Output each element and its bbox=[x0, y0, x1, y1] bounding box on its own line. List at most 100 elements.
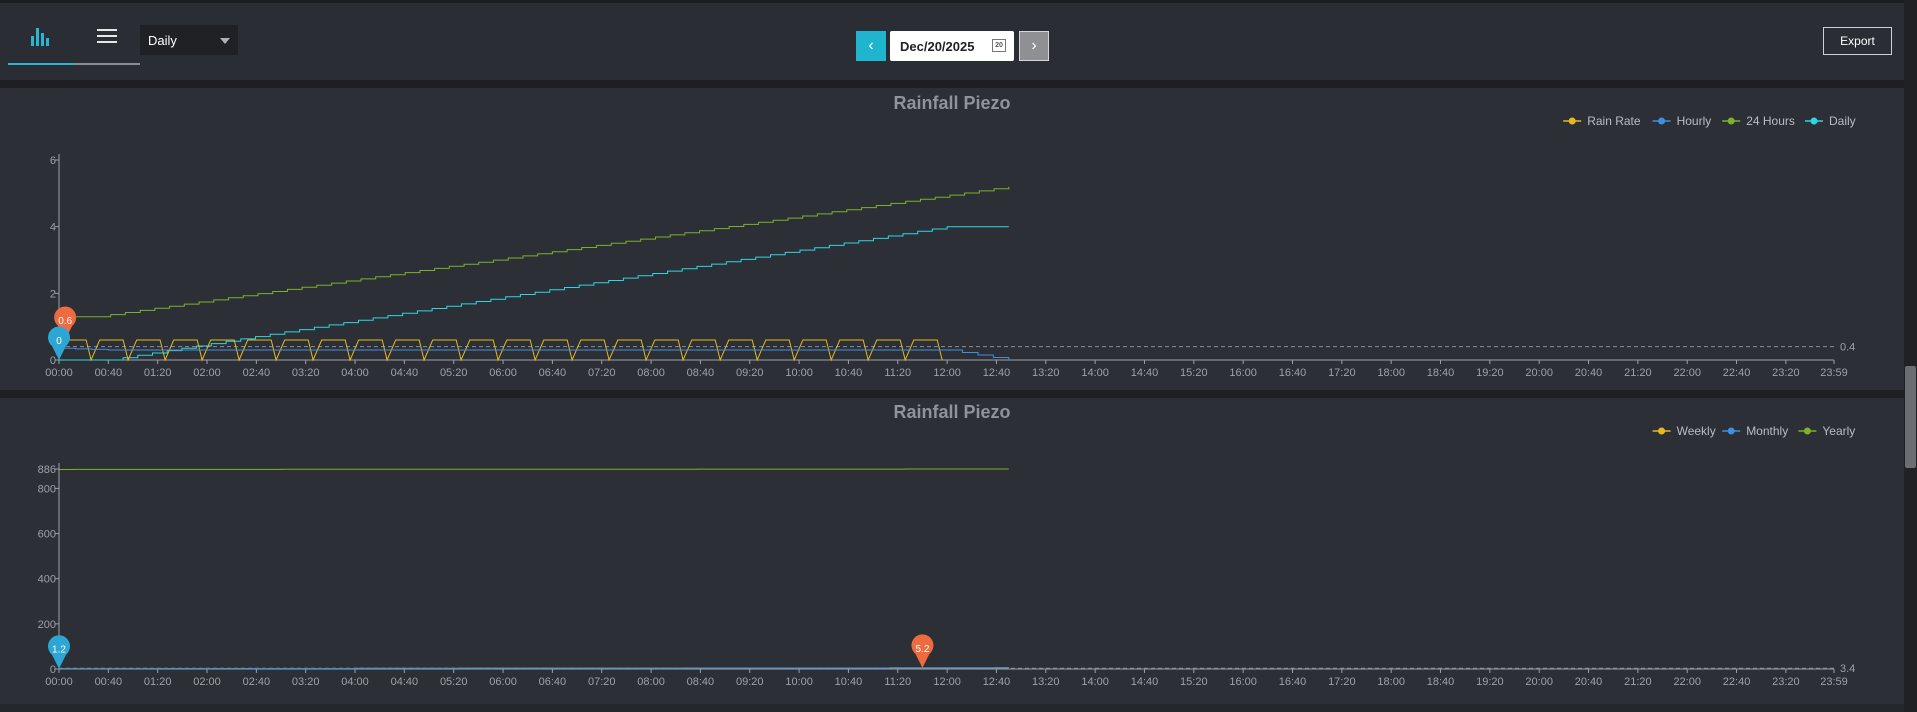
x-tick-label: 13:20 bbox=[1032, 367, 1060, 379]
x-tick-label: 18:00 bbox=[1377, 367, 1405, 379]
x-tick-label: 16:00 bbox=[1229, 367, 1257, 379]
x-tick-label: 12:00 bbox=[933, 367, 961, 379]
y-tick-label: 200 bbox=[38, 619, 56, 631]
x-tick-label: 02:40 bbox=[243, 676, 271, 688]
x-tick-label: 04:40 bbox=[391, 367, 419, 379]
x-tick-label: 03:20 bbox=[292, 676, 320, 688]
marker-pin bbox=[911, 634, 934, 668]
marker-pin bbox=[48, 326, 70, 360]
y-tick-label: 0 bbox=[50, 355, 56, 367]
toolbar: Daily ‹ Dec/20/2025 20 › Export bbox=[0, 0, 1917, 80]
legend-label: 24 Hours bbox=[1746, 114, 1795, 128]
x-tick-label: 16:40 bbox=[1279, 676, 1307, 688]
x-tick-label: 08:40 bbox=[687, 367, 715, 379]
scrollbar-thumb[interactable] bbox=[1905, 366, 1916, 468]
series-line-rain-rate bbox=[58, 339, 943, 362]
legend-label: Daily bbox=[1829, 114, 1856, 128]
x-tick-label: 07:20 bbox=[588, 676, 616, 688]
x-tick-label: 14:00 bbox=[1081, 367, 1109, 379]
x-tick-label: 04:00 bbox=[341, 676, 369, 688]
x-tick-label: 08:00 bbox=[637, 367, 665, 379]
chart-panel-accumulation: Rainfall Piezo 0 200 400 600 800 886 00:00 00:40… bbox=[0, 398, 1904, 704]
x-tick-label: 09:20 bbox=[736, 367, 764, 379]
calendar-icon[interactable]: 20 bbox=[992, 39, 1006, 52]
menu-icon bbox=[97, 29, 117, 43]
series-line-daily bbox=[59, 226, 1009, 361]
date-value: Dec/20/2025 bbox=[900, 38, 975, 54]
x-tick-label: 01:20 bbox=[144, 367, 172, 379]
y-tick-label: 800 bbox=[38, 483, 56, 495]
x-tick-label: 19:20 bbox=[1476, 676, 1504, 688]
x-tick-label: 20:40 bbox=[1575, 676, 1603, 688]
x-tick-label: 23:20 bbox=[1772, 676, 1800, 688]
legend-dot bbox=[1658, 117, 1666, 125]
accumulation-chart: Rainfall Piezo 0 200 400 600 800 886 00:00 00:40… bbox=[38, 402, 1856, 688]
x-tick-label: 01:20 bbox=[144, 676, 172, 688]
x-tick-label: 22:40 bbox=[1723, 676, 1751, 688]
x-tick-label: 18:00 bbox=[1377, 676, 1405, 688]
x-tick-label: 00:00 bbox=[45, 676, 73, 688]
x-tick-label: 06:00 bbox=[489, 367, 517, 379]
reference-line-label: 3.4 bbox=[1840, 663, 1855, 675]
x-tick-label: 20:00 bbox=[1525, 367, 1553, 379]
date-picker[interactable]: Dec/20/2025 20 bbox=[890, 31, 1014, 61]
x-tick-label: 17:20 bbox=[1328, 367, 1356, 379]
x-tick-label: 22:40 bbox=[1723, 367, 1751, 379]
x-tick-label: 11:20 bbox=[884, 676, 911, 688]
x-tick-label: 16:00 bbox=[1229, 676, 1257, 688]
chevron-down-icon bbox=[220, 38, 230, 44]
x-tick-label: 02:40 bbox=[243, 367, 271, 379]
y-tick-label: 886 bbox=[38, 464, 56, 476]
x-tick-label: 00:00 bbox=[45, 367, 73, 379]
export-button[interactable]: Export bbox=[1823, 27, 1892, 55]
chart-title: Rainfall Piezo bbox=[893, 93, 1010, 113]
x-tick-label: 23:59 bbox=[1820, 367, 1848, 379]
legend-label: Hourly bbox=[1677, 114, 1712, 128]
x-tick-label: 11:20 bbox=[884, 367, 911, 379]
chevron-right-icon: › bbox=[1031, 37, 1037, 54]
y-tick-label: 6 bbox=[50, 155, 56, 167]
y-tick-label: 4 bbox=[50, 222, 56, 234]
marker-pin bbox=[54, 306, 77, 340]
x-tick-label: 10:00 bbox=[785, 367, 813, 379]
legend-dot bbox=[1658, 427, 1666, 435]
divider bbox=[0, 390, 1904, 398]
x-tick-label: 02:00 bbox=[193, 676, 221, 688]
x-tick-label: 10:40 bbox=[835, 367, 863, 379]
legend-dot bbox=[1727, 117, 1735, 125]
x-tick-label: 05:20 bbox=[440, 367, 468, 379]
scrollbar-track[interactable] bbox=[1904, 0, 1917, 712]
x-tick-label: 04:00 bbox=[341, 367, 369, 379]
period-select[interactable]: Daily bbox=[140, 25, 238, 55]
chart-view-button[interactable] bbox=[8, 9, 74, 65]
x-tick-label: 17:20 bbox=[1328, 676, 1356, 688]
legend-label: Rain Rate bbox=[1587, 114, 1641, 128]
x-tick-label: 22:00 bbox=[1673, 676, 1701, 688]
x-tick-label: 12:00 bbox=[933, 676, 961, 688]
legend-label: Yearly bbox=[1822, 424, 1855, 438]
next-date-button[interactable]: › bbox=[1019, 31, 1049, 61]
x-tick-label: 22:00 bbox=[1673, 367, 1701, 379]
x-tick-label: 00:40 bbox=[95, 367, 123, 379]
x-tick-label: 12:40 bbox=[983, 676, 1011, 688]
list-view-button[interactable] bbox=[74, 9, 140, 65]
x-tick-label: 15:20 bbox=[1180, 676, 1208, 688]
x-tick-label: 19:20 bbox=[1476, 367, 1504, 379]
legend-label: Weekly bbox=[1677, 424, 1716, 438]
previous-date-button[interactable]: ‹ bbox=[856, 31, 886, 61]
legend-label: Monthly bbox=[1746, 424, 1788, 438]
x-tick-label: 04:40 bbox=[391, 676, 419, 688]
x-tick-label: 20:00 bbox=[1525, 676, 1553, 688]
legend-dot bbox=[1803, 427, 1811, 435]
y-tick-label: 600 bbox=[38, 529, 56, 541]
x-tick-label: 10:40 bbox=[835, 676, 863, 688]
marker-label: 5.2 bbox=[915, 644, 929, 655]
chart-title: Rainfall Piezo bbox=[893, 402, 1010, 422]
series-line-hourly bbox=[59, 347, 1010, 360]
chart-panel-rainfall: Rainfall Piezo 0 2 4 6 00:00 00:40 01:20 02:00 02… bbox=[0, 88, 1904, 390]
x-tick-label: 12:40 bbox=[983, 367, 1011, 379]
x-tick-label: 03:20 bbox=[292, 367, 320, 379]
marker-label: 1.2 bbox=[52, 645, 66, 656]
x-tick-label: 06:40 bbox=[539, 676, 567, 688]
